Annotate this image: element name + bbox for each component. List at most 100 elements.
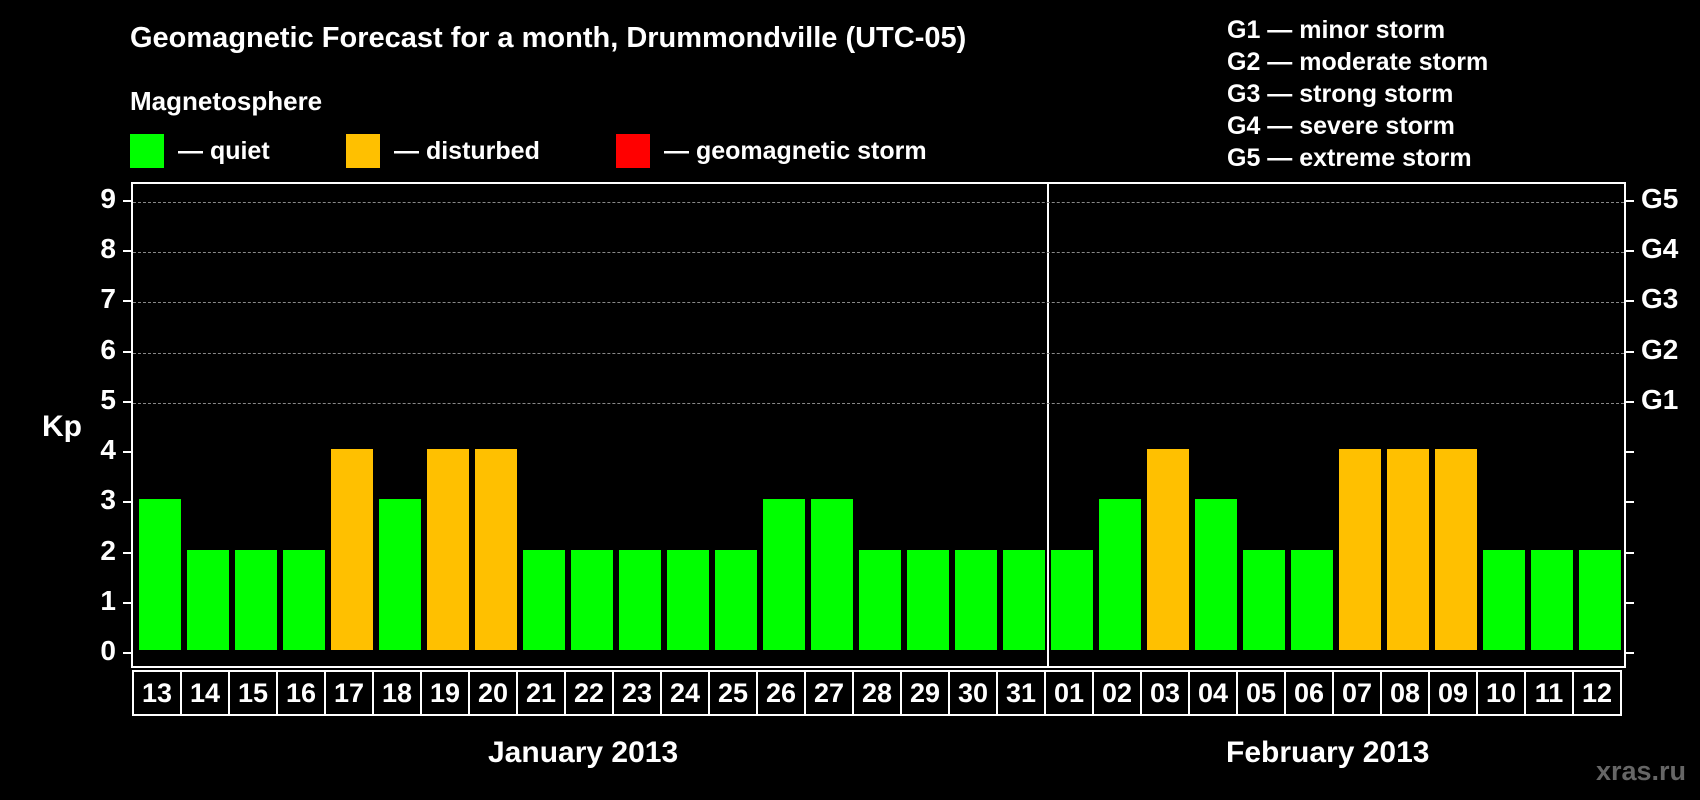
date-cell: 23 <box>612 670 662 716</box>
date-cell: 02 <box>1092 670 1142 716</box>
kp-bar <box>187 549 229 650</box>
g5-legend: G5 — extreme storm <box>1227 144 1472 172</box>
y-tick-label: 2 <box>100 534 116 566</box>
y-tick-label: 9 <box>100 183 116 214</box>
y2-tick-mark <box>1626 551 1634 554</box>
g-tick-label: G2 <box>1641 333 1679 365</box>
g3-legend: G3 — strong storm <box>1227 80 1454 108</box>
y-tick-mark <box>123 350 131 353</box>
kp-bar <box>1387 449 1429 650</box>
y-tick-mark <box>123 300 131 303</box>
y-axis-label: Kp <box>42 410 82 443</box>
kp-bar <box>1435 449 1477 650</box>
kp-bar <box>379 499 421 650</box>
legend-storm-label: — geomagnetic storm <box>664 136 927 165</box>
chart-title: Geomagnetic Forecast for a month, Drummo… <box>130 22 967 54</box>
y2-tick-mark <box>1626 451 1634 454</box>
g-tick-label: G5 <box>1641 183 1679 214</box>
date-cell: 29 <box>900 670 950 716</box>
g-tick-label: G1 <box>1641 383 1679 415</box>
y-tick-mark <box>123 200 131 202</box>
y2-tick-mark <box>1626 601 1634 604</box>
kp-bar <box>1195 499 1237 650</box>
date-cell: 09 <box>1428 670 1478 716</box>
date-cell: 16 <box>276 670 326 716</box>
y-tick-mark <box>123 551 131 554</box>
quiet-swatch <box>130 134 164 168</box>
kp-bar <box>139 499 181 650</box>
date-cell: 28 <box>852 670 902 716</box>
date-cell: 14 <box>180 670 230 716</box>
y2-tick-mark <box>1626 200 1634 202</box>
plot-area <box>131 182 1626 668</box>
kp-bar <box>1531 549 1573 650</box>
kp-bar <box>859 549 901 650</box>
date-cell: 24 <box>660 670 710 716</box>
kp-bar <box>907 549 949 650</box>
kp-bar <box>811 499 853 650</box>
y-tick-label: 3 <box>100 484 116 516</box>
gridline <box>133 302 1624 304</box>
y-tick-mark <box>123 250 131 253</box>
y2-tick-mark <box>1626 300 1634 303</box>
y-tick-label: 8 <box>100 233 116 265</box>
date-cell: 26 <box>756 670 806 716</box>
kp-bar <box>1051 549 1093 650</box>
legend-title: Magnetosphere <box>130 86 323 116</box>
kp-bar <box>715 549 757 650</box>
kp-bar <box>475 449 517 650</box>
kp-bar <box>1483 549 1525 650</box>
y2-tick-mark <box>1626 501 1634 504</box>
y2-tick-mark <box>1626 652 1634 654</box>
storm-scale-legend: G1 — minor storm G2 — moderate storm G3 … <box>1227 14 1488 174</box>
kp-bar <box>1579 549 1621 650</box>
y-tick-mark <box>123 652 131 654</box>
y-tick-label: 6 <box>100 333 116 365</box>
kp-bar <box>235 549 277 650</box>
kp-bar <box>427 449 469 650</box>
kp-bar <box>1147 449 1189 650</box>
date-cell: 11 <box>1524 670 1574 716</box>
date-cell: 05 <box>1236 670 1286 716</box>
date-cell: 17 <box>324 670 374 716</box>
gridline <box>133 202 1624 203</box>
legend-quiet: — quiet <box>130 134 270 168</box>
y-tick-mark <box>123 400 131 403</box>
y-tick-mark <box>123 501 131 504</box>
month-divider <box>1047 184 1049 666</box>
g1-legend: G1 — minor storm <box>1227 16 1446 44</box>
date-cell: 15 <box>228 670 278 716</box>
gridline <box>133 352 1624 354</box>
y-tick-mark <box>123 451 131 454</box>
gridline <box>133 252 1624 254</box>
y-tick-label: 0 <box>100 635 116 666</box>
y-tick-label: 4 <box>100 434 116 466</box>
kp-bar <box>619 549 661 650</box>
legend-disturbed: — disturbed <box>346 134 540 168</box>
date-axis: 13 14 15 16 17 18 19 20 21 22 23 24 25 26 27 28 29 30 31 01… <box>132 670 1622 716</box>
y-tick-mark <box>123 601 131 604</box>
kp-bar <box>1099 499 1141 650</box>
date-cell: 21 <box>516 670 566 716</box>
date-cell: 13 <box>132 670 182 716</box>
date-cell: 18 <box>372 670 422 716</box>
legend-quiet-label: — quiet <box>178 136 270 165</box>
date-cell: 20 <box>468 670 518 716</box>
y2-tick-mark <box>1626 250 1634 253</box>
watermark: xras.ru <box>1595 756 1686 786</box>
y-tick-label: 1 <box>100 584 116 616</box>
kp-bar <box>1339 449 1381 650</box>
storm-swatch <box>616 134 650 168</box>
g2-legend: G2 — moderate storm <box>1227 48 1489 76</box>
date-cell: 22 <box>564 670 614 716</box>
date-cell: 03 <box>1140 670 1190 716</box>
kp-bar <box>763 499 805 650</box>
kp-bar <box>331 449 373 650</box>
date-cell: 25 <box>708 670 758 716</box>
date-cell: 01 <box>1044 670 1094 716</box>
legend-storm: — geomagnetic storm <box>616 134 927 168</box>
date-cell: 04 <box>1188 670 1238 716</box>
date-cell: 10 <box>1476 670 1526 716</box>
kp-bar <box>1291 549 1333 650</box>
disturbed-swatch <box>346 134 380 168</box>
